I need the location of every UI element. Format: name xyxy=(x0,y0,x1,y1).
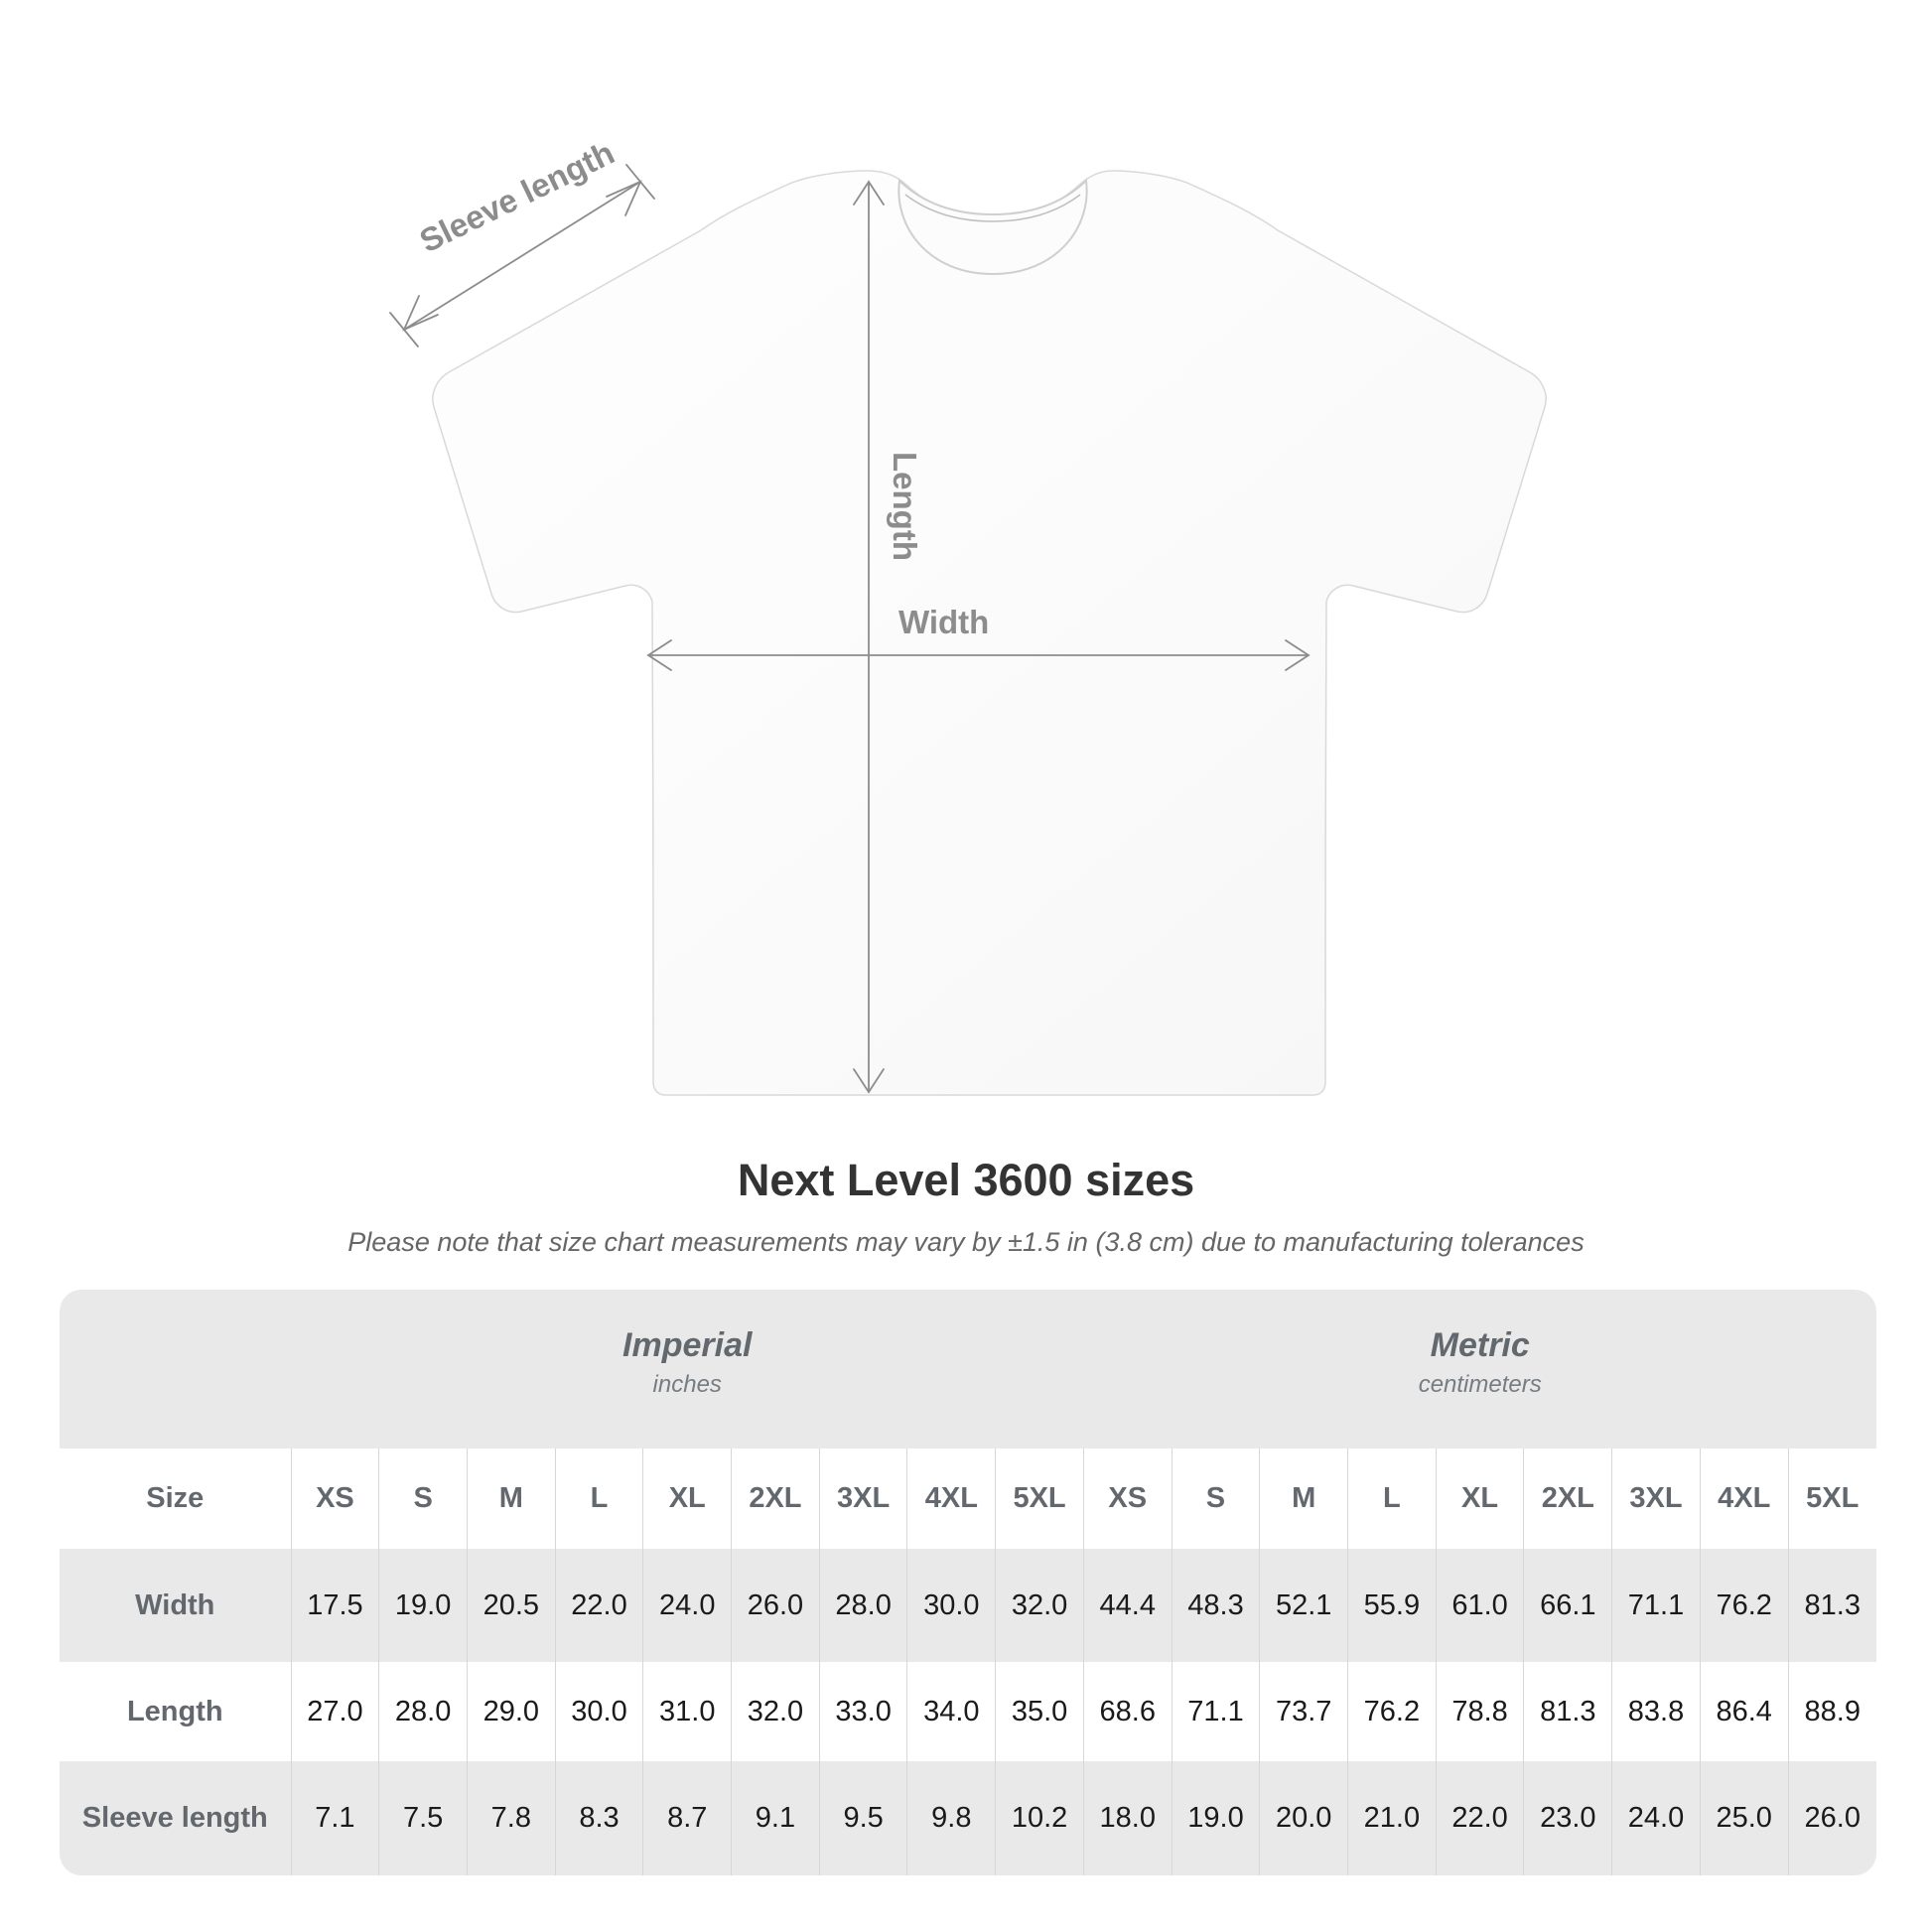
svg-text:Length: Length xyxy=(887,452,923,561)
svg-text:Sleeve length: Sleeve length xyxy=(414,134,620,260)
svg-text:Width: Width xyxy=(898,604,989,640)
